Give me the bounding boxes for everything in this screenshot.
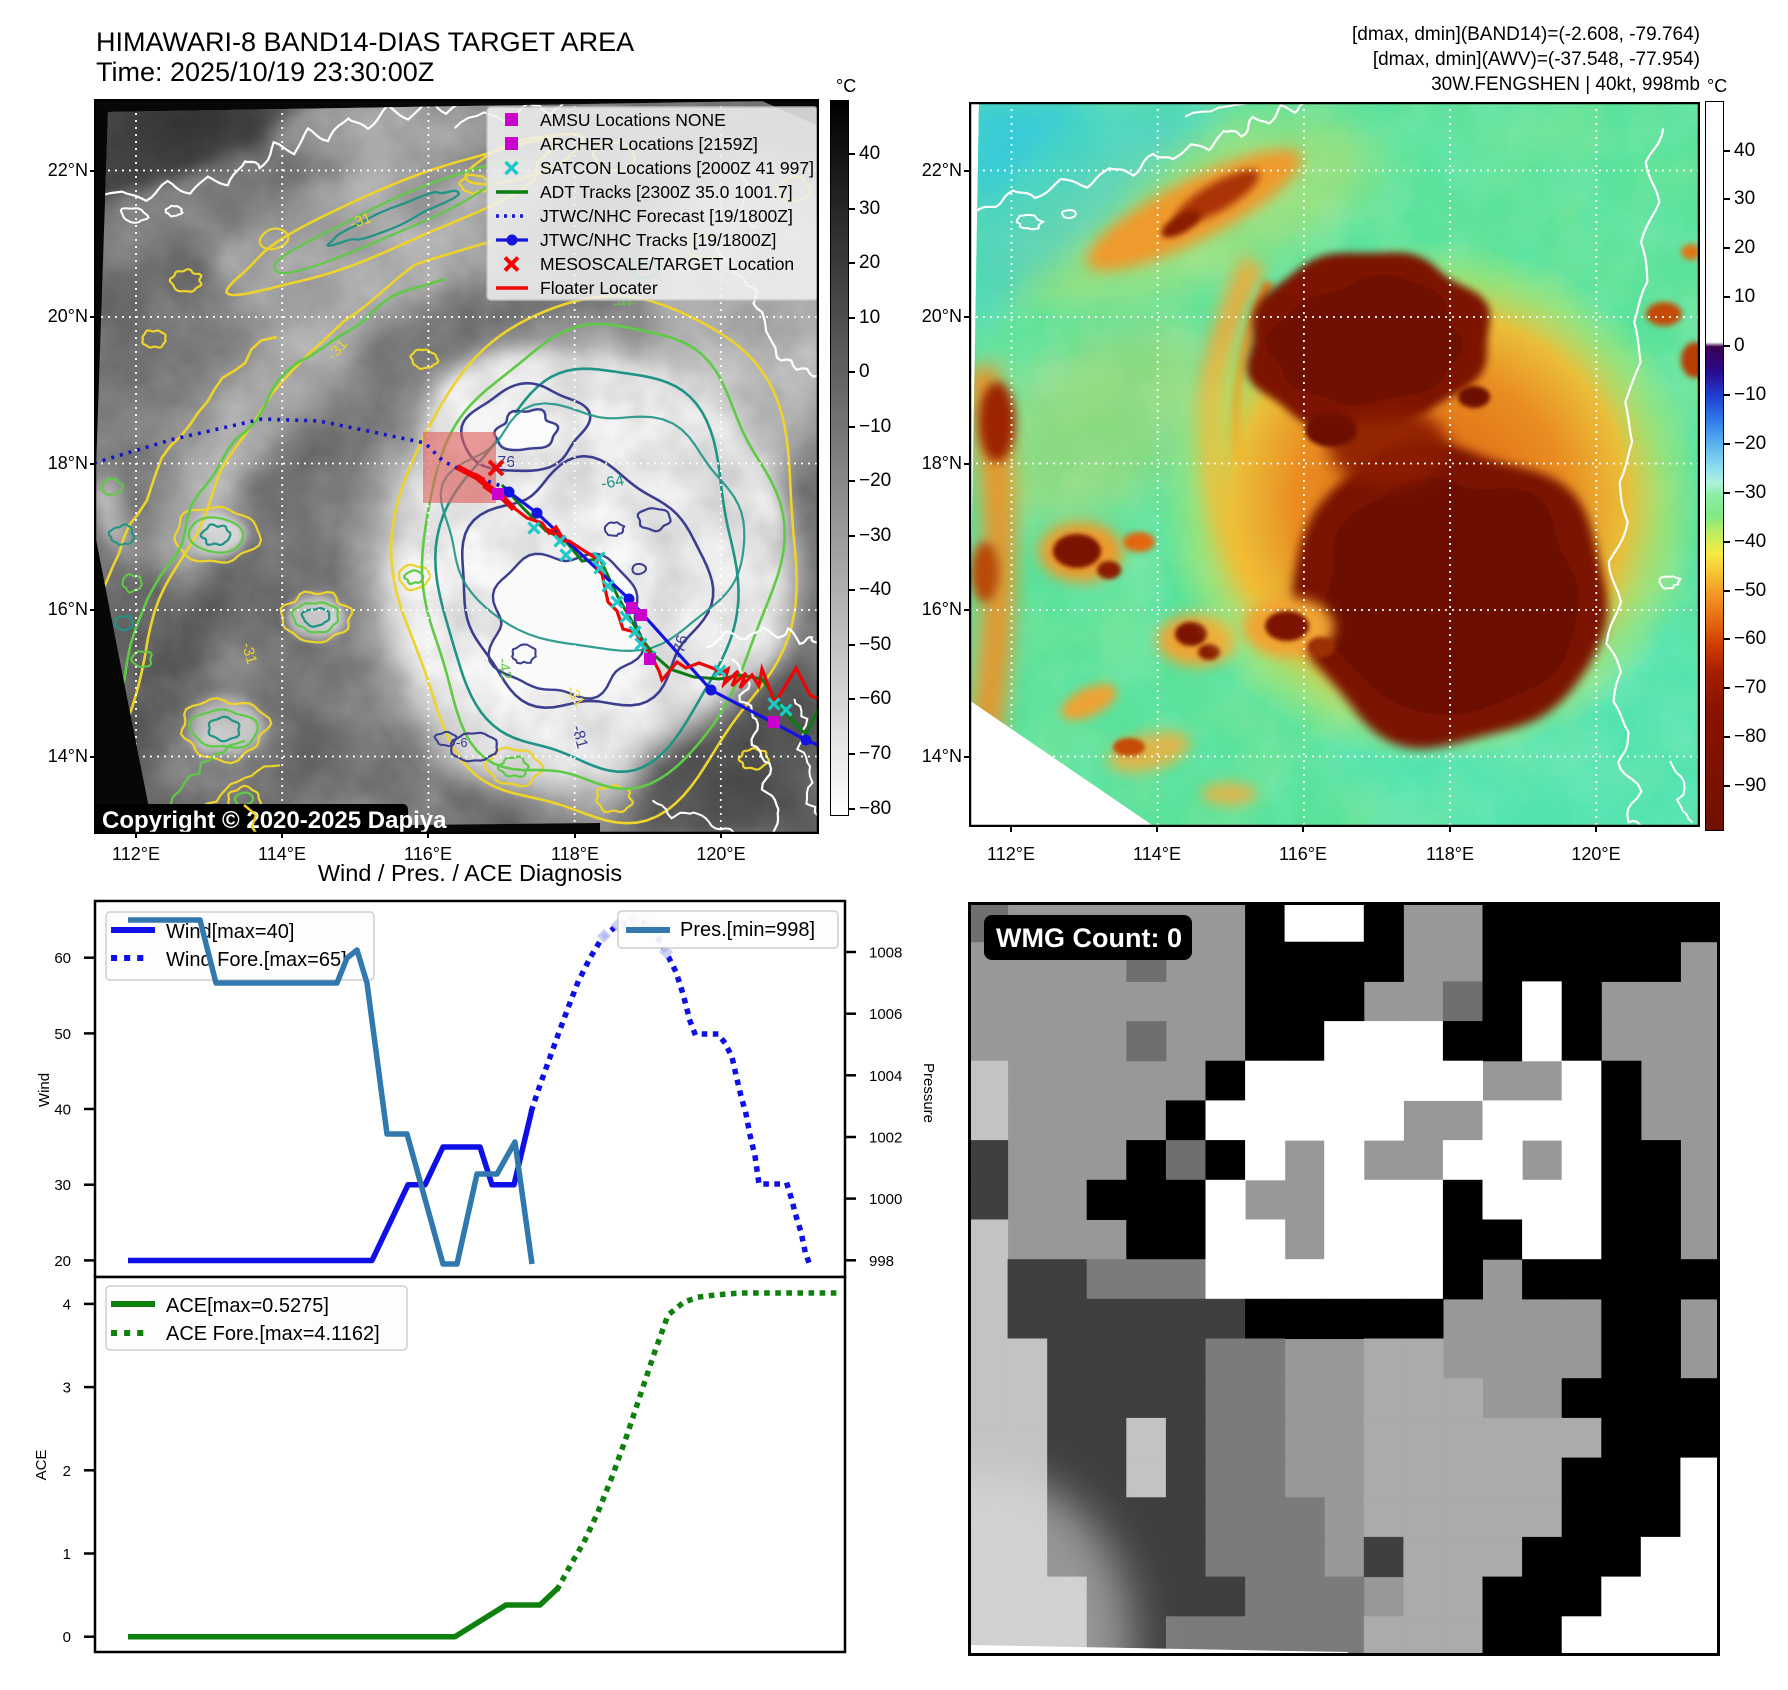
svg-text:Wind Fore.[max=65]: Wind Fore.[max=65] [166,949,347,971]
svg-text:Wind / Pres. / ACE Diagnosis: Wind / Pres. / ACE Diagnosis [318,860,622,886]
svg-text:0: 0 [63,1629,71,1646]
svg-text:-76: -76 [669,633,691,660]
svg-text:Wind[max=40]: Wind[max=40] [166,921,294,943]
svg-text:ADT Tracks [2300Z 35.0 1001.7]: ADT Tracks [2300Z 35.0 1001.7] [540,182,793,202]
svg-text:40: 40 [54,1102,71,1119]
svg-text:4: 4 [63,1296,71,1313]
svg-text:-64: -64 [600,472,626,493]
svg-text:Copyright © 2020-2025 Dapiya: Copyright © 2020-2025 Dapiya [102,807,447,834]
svg-text:1008: 1008 [869,945,902,962]
svg-text:60: 60 [54,950,71,967]
svg-text:Wind: Wind [36,1073,53,1107]
svg-text:AMSU Locations NONE: AMSU Locations NONE [540,110,726,130]
svg-text:1000: 1000 [869,1191,902,1208]
svg-text:ACE[max=0.5275]: ACE[max=0.5275] [166,1295,329,1317]
svg-text:-6: -6 [456,735,468,750]
svg-text:50: 50 [54,1026,71,1043]
svg-text:2: 2 [63,1463,71,1480]
svg-text:1006: 1006 [869,1006,902,1023]
svg-text:1002: 1002 [869,1130,902,1147]
svg-text:MESOSCALE/TARGET Location: MESOSCALE/TARGET Location [540,254,794,274]
svg-text:1004: 1004 [869,1068,902,1085]
svg-text:ARCHER Locations [2159Z]: ARCHER Locations [2159Z] [540,134,758,154]
svg-text:WMG Count: 0: WMG Count: 0 [996,923,1182,953]
svg-text:SATCON Locations [2000Z 41 997: SATCON Locations [2000Z 41 997] [540,158,814,178]
svg-text:20: 20 [54,1253,71,1270]
svg-text:Pressure: Pressure [920,1063,937,1123]
svg-text:-31: -31 [348,209,374,232]
svg-text:ACE Fore.[max=4.1162]: ACE Fore.[max=4.1162] [166,1323,380,1345]
svg-text:Floater Locater: Floater Locater [540,278,658,298]
svg-text:JTWC/NHC Tracks [19/1800Z]: JTWC/NHC Tracks [19/1800Z] [540,230,776,250]
svg-text:3: 3 [63,1380,71,1397]
svg-text:Pres.[min=998]: Pres.[min=998] [680,919,815,941]
svg-text:30: 30 [54,1177,71,1194]
svg-text:JTWC/NHC Forecast [19/1800Z]: JTWC/NHC Forecast [19/1800Z] [540,206,793,226]
svg-text:1: 1 [63,1546,71,1563]
svg-text:ACE: ACE [33,1450,50,1481]
svg-text:-42: -42 [494,657,515,681]
svg-text:-31: -31 [238,641,260,666]
svg-text:998: 998 [869,1253,894,1270]
